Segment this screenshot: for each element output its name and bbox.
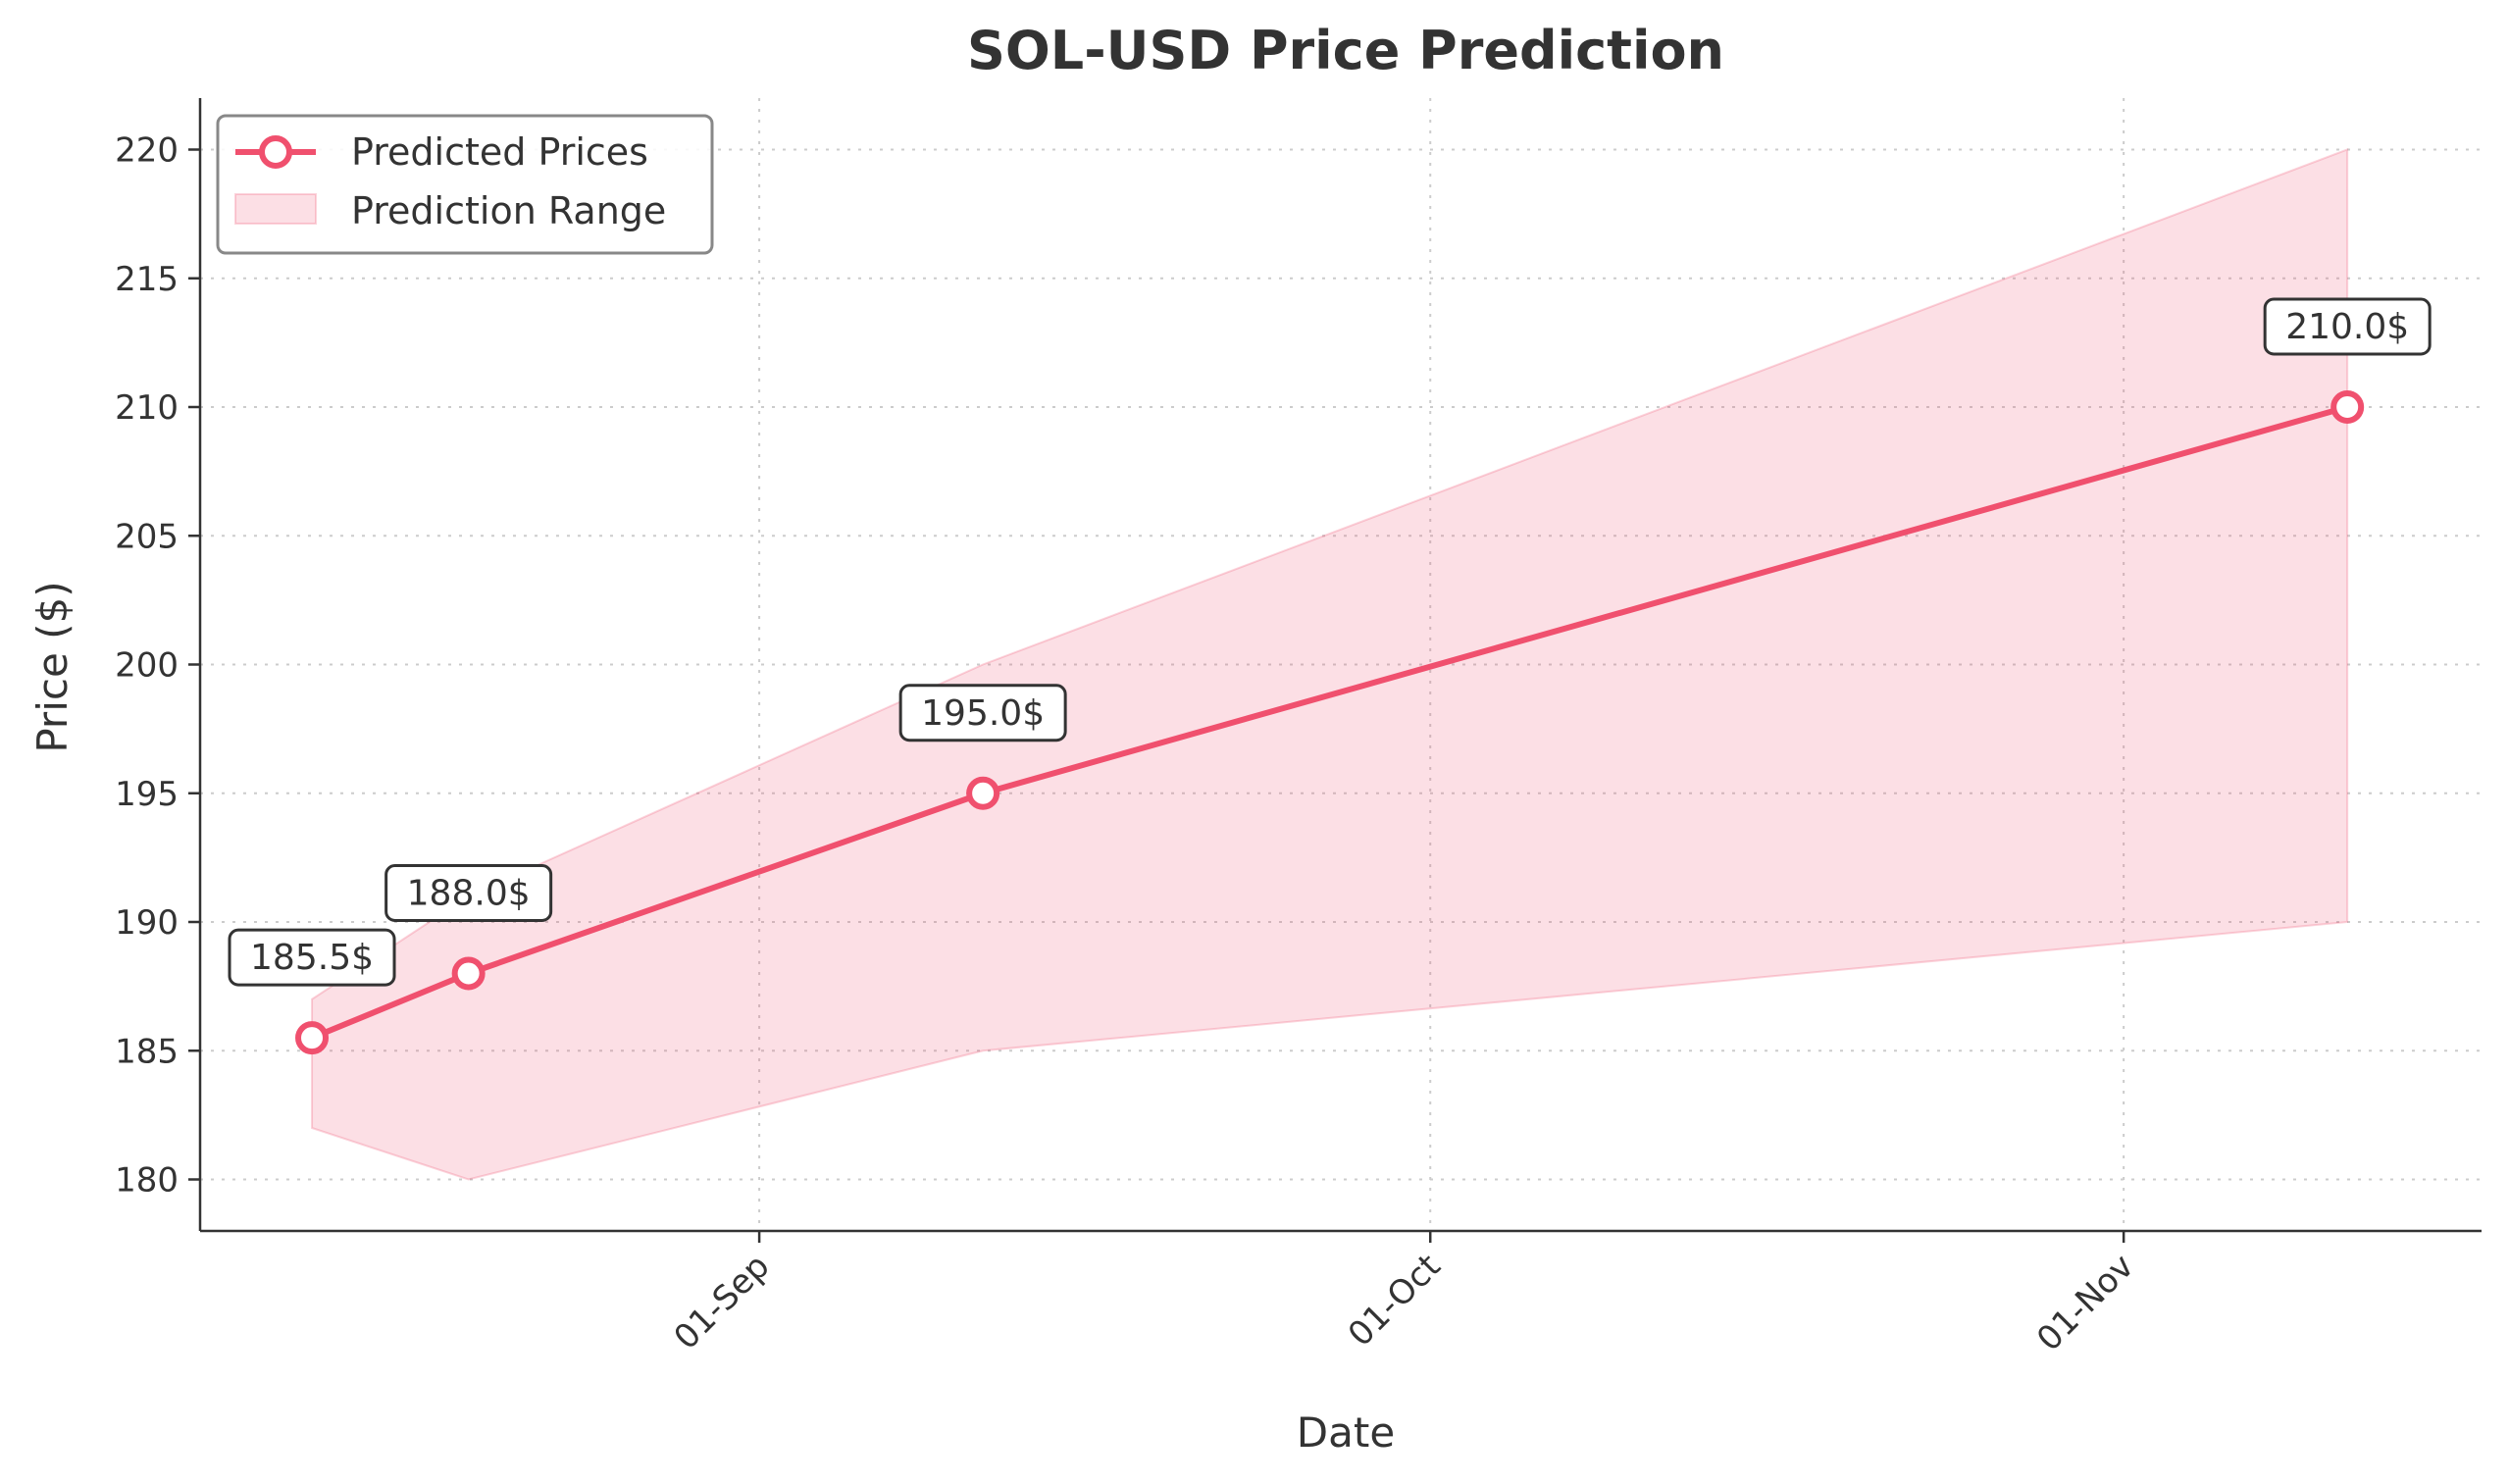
prediction-range-band xyxy=(311,148,2349,1181)
y-tick-label: 215 xyxy=(115,260,179,299)
legend-marker-swatch xyxy=(259,135,292,169)
data-label: 195.0$ xyxy=(921,693,1045,734)
y-tick-label: 205 xyxy=(115,517,179,556)
data-label: 188.0$ xyxy=(407,874,531,914)
data-label-box xyxy=(384,864,553,922)
predicted-prices-line xyxy=(310,404,2348,1041)
data-label-box xyxy=(2263,297,2432,356)
x-axis-label: Date xyxy=(1297,1408,1395,1457)
data-label-box xyxy=(228,928,396,987)
y-axis-label: Price ($) xyxy=(28,581,77,752)
x-tick-label: 01-Oct xyxy=(1341,1247,1449,1355)
legend: Predicted Prices Prediction Range xyxy=(216,114,714,255)
data-point-marker xyxy=(295,1021,330,1055)
y-tick-label: 190 xyxy=(115,903,179,943)
data-point-marker xyxy=(451,956,486,991)
y-tick-label: 185 xyxy=(115,1032,179,1071)
data-label: 210.0$ xyxy=(2285,307,2409,347)
y-tick-label: 195 xyxy=(115,775,179,814)
range-layer xyxy=(311,148,2349,1181)
series-layer xyxy=(295,390,2365,1055)
legend-range-swatch xyxy=(234,193,317,225)
legend-box xyxy=(216,114,714,255)
y-tick-label: 180 xyxy=(115,1161,179,1201)
legend-label-prediction-range: Prediction Range xyxy=(351,189,666,232)
chart-title: SOL-USD Price Prediction xyxy=(967,20,1724,81)
data-point-marker xyxy=(2330,390,2365,424)
y-tick-label: 200 xyxy=(115,646,179,686)
legend-label-predicted-prices: Predicted Prices xyxy=(351,130,648,174)
data-label-box xyxy=(898,684,1067,742)
y-tick-label: 220 xyxy=(115,131,179,171)
y-tick-label: 210 xyxy=(115,388,179,428)
x-tick-label: 01-Sep xyxy=(667,1247,778,1357)
x-tick-label: 01-Nov xyxy=(2029,1247,2141,1358)
data-point-marker xyxy=(966,776,1000,810)
data-label: 185.5$ xyxy=(250,938,374,978)
annotation-layer: 185.5$ 188.0$ 195.0$ 210.0$ xyxy=(228,297,2432,987)
